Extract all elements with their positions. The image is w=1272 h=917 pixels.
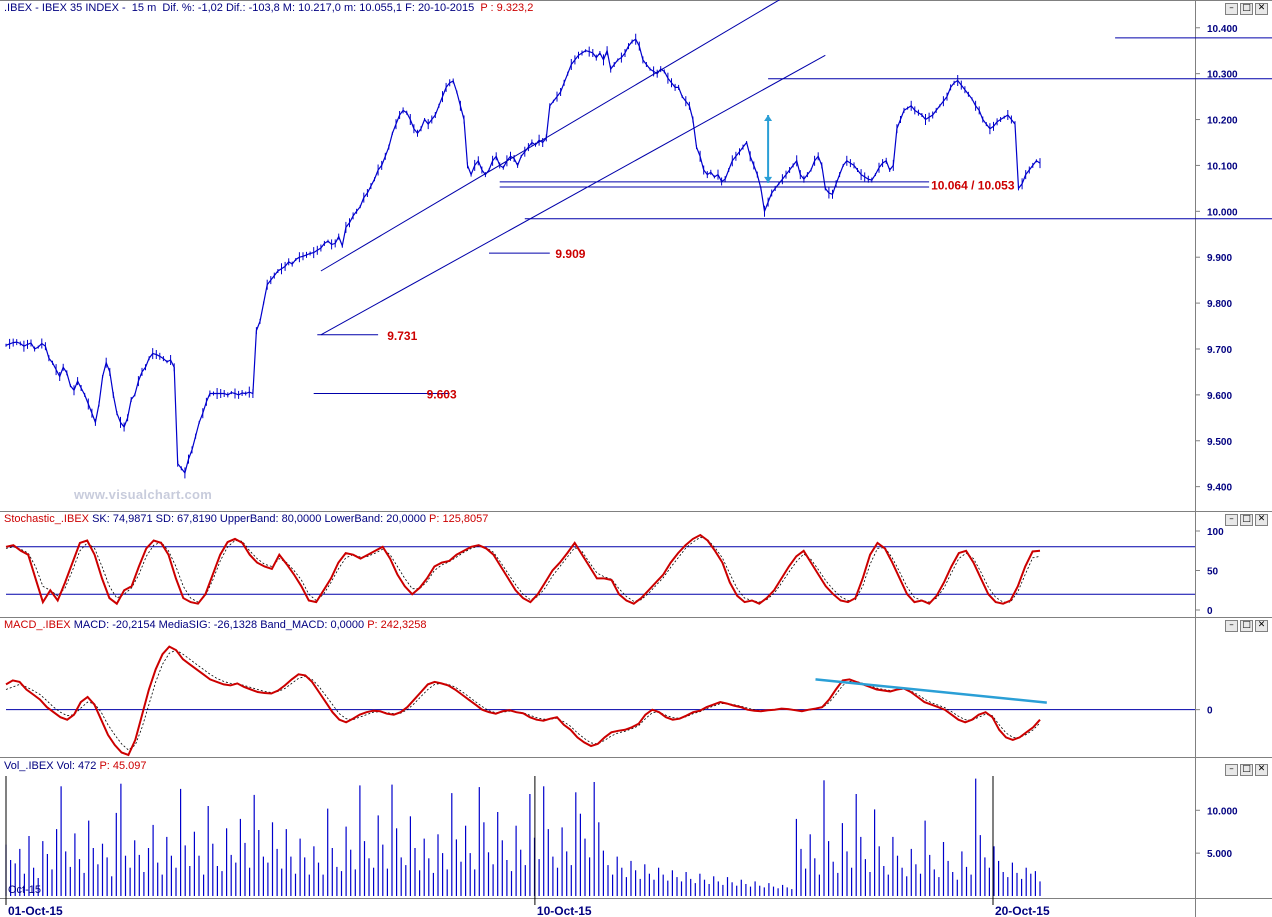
price-axis-label: 10.000 xyxy=(1207,207,1238,218)
date-label: 20-Oct-15 xyxy=(995,904,1050,917)
price-axis-label: 9.800 xyxy=(1207,299,1232,310)
price-axis-label: 10.200 xyxy=(1207,116,1238,127)
macd-trend-line xyxy=(815,678,1047,704)
price-line xyxy=(5,38,1041,475)
volume-corner-label: Oct-15 xyxy=(8,884,41,896)
volume-header: Vol_.IBEX Vol: 472 P: 45.097 xyxy=(4,760,147,772)
stochastic-values: SK: 74,9871 SD: 67,8190 UpperBand: 80,00… xyxy=(92,513,426,525)
volume-p-value: P: 45.097 xyxy=(99,760,147,772)
macd-values: MACD: -20,2154 MediaSIG: -26,1328 Band_M… xyxy=(73,619,365,631)
close-button[interactable]: ✕ xyxy=(1255,620,1268,632)
price-axis-label: 9.400 xyxy=(1207,483,1232,494)
stochastic-panel xyxy=(5,533,1195,606)
volume-values: Vol: 472 xyxy=(56,760,97,772)
price-stats: Dif. %: -1,02 Dif.: -103,8 M: 10.217,0 m… xyxy=(162,2,475,14)
price-axis-label: 10.300 xyxy=(1207,70,1238,81)
stochastic-header: Stochastic_.IBEX SK: 74,9871 SD: 67,8190… xyxy=(4,513,488,525)
macd-axis-label: 0 xyxy=(1207,706,1213,717)
stochastic-p-value: P: 125,8057 xyxy=(429,513,489,525)
date-label: 10-Oct-15 xyxy=(537,904,592,917)
price-axis-label: 10.400 xyxy=(1207,24,1238,35)
maximize-button[interactable]: □ xyxy=(1240,620,1253,632)
maximize-button[interactable]: □ xyxy=(1240,514,1253,526)
minimize-button[interactable]: – xyxy=(1225,3,1238,15)
price-p-value: P : 9.323,2 xyxy=(480,2,534,14)
macd-header: MACD_.IBEX MACD: -20,2154 MediaSIG: -26,… xyxy=(4,619,427,631)
price-axis-label: 9.900 xyxy=(1207,253,1232,264)
level-label: 9.731 xyxy=(387,329,417,343)
x-axis: 01-Oct-15 10-Oct-15 20-Oct-15 Oct-15 xyxy=(5,776,1050,917)
volume-window-buttons: – □ ✕ xyxy=(1225,764,1268,776)
stochastic-axis-label: 0 xyxy=(1207,606,1213,617)
macd-line xyxy=(5,645,1041,757)
watermark: www.visualchart.com xyxy=(74,487,213,502)
maximize-button[interactable]: □ xyxy=(1240,764,1253,776)
price-axis-label: 9.600 xyxy=(1207,391,1232,402)
symbol-name: .IBEX - IBEX 35 INDEX - xyxy=(4,2,126,14)
channel-line-upper xyxy=(320,0,781,272)
volume-axis-label: 10.000 xyxy=(1207,806,1238,817)
arrow-head-icon xyxy=(764,114,773,121)
volume-axis-label: 5.000 xyxy=(1207,849,1232,860)
close-button[interactable]: ✕ xyxy=(1255,3,1268,15)
stochastic-sd-line xyxy=(5,536,1041,603)
minimize-button[interactable]: – xyxy=(1225,764,1238,776)
price-axis-label: 9.500 xyxy=(1207,437,1232,448)
arrow-head-icon xyxy=(764,176,773,183)
stochastic-name: Stochastic_.IBEX xyxy=(4,513,89,525)
level-label: 9.909 xyxy=(555,247,585,261)
volume-name: Vol_.IBEX xyxy=(4,760,54,772)
minimize-button[interactable]: – xyxy=(1225,620,1238,632)
date-label: 01-Oct-15 xyxy=(8,904,63,917)
stochastic-window-buttons: – □ ✕ xyxy=(1225,514,1268,526)
volume-panel xyxy=(5,778,1041,896)
interval: 15 m xyxy=(131,2,157,14)
level-label: 9.603 xyxy=(427,387,457,401)
macd-p-value: P: 242,3258 xyxy=(367,619,427,631)
macd-panel xyxy=(5,645,1195,757)
price-header: .IBEX - IBEX 35 INDEX - 15 m Dif. %: -1,… xyxy=(4,2,533,14)
price-axis-label: 10.100 xyxy=(1207,161,1238,172)
price-window-buttons: – □ ✕ xyxy=(1225,3,1268,15)
channel-line-lower xyxy=(320,54,826,336)
close-button[interactable]: ✕ xyxy=(1255,514,1268,526)
stochastic-axis-label: 100 xyxy=(1207,527,1224,538)
minimize-button[interactable]: – xyxy=(1225,514,1238,526)
level-label: 10.064 / 10.053 xyxy=(931,179,1015,193)
stochastic-axis-label: 50 xyxy=(1207,567,1219,578)
macd-window-buttons: – □ ✕ xyxy=(1225,620,1268,632)
price-panel: 10.37810.28910.165 / 10.15310.064 / 10.0… xyxy=(5,0,1272,479)
macd-name: MACD_.IBEX xyxy=(4,619,71,631)
stochastic-sk-line xyxy=(5,533,1041,606)
price-axis-label: 9.700 xyxy=(1207,345,1232,356)
macd-signal-line xyxy=(5,649,1041,751)
maximize-button[interactable]: □ xyxy=(1240,3,1253,15)
close-button[interactable]: ✕ xyxy=(1255,764,1268,776)
y-axes: 10.400 10.300 10.200 10.100 10.000 9.900 9.800… xyxy=(1195,24,1238,860)
